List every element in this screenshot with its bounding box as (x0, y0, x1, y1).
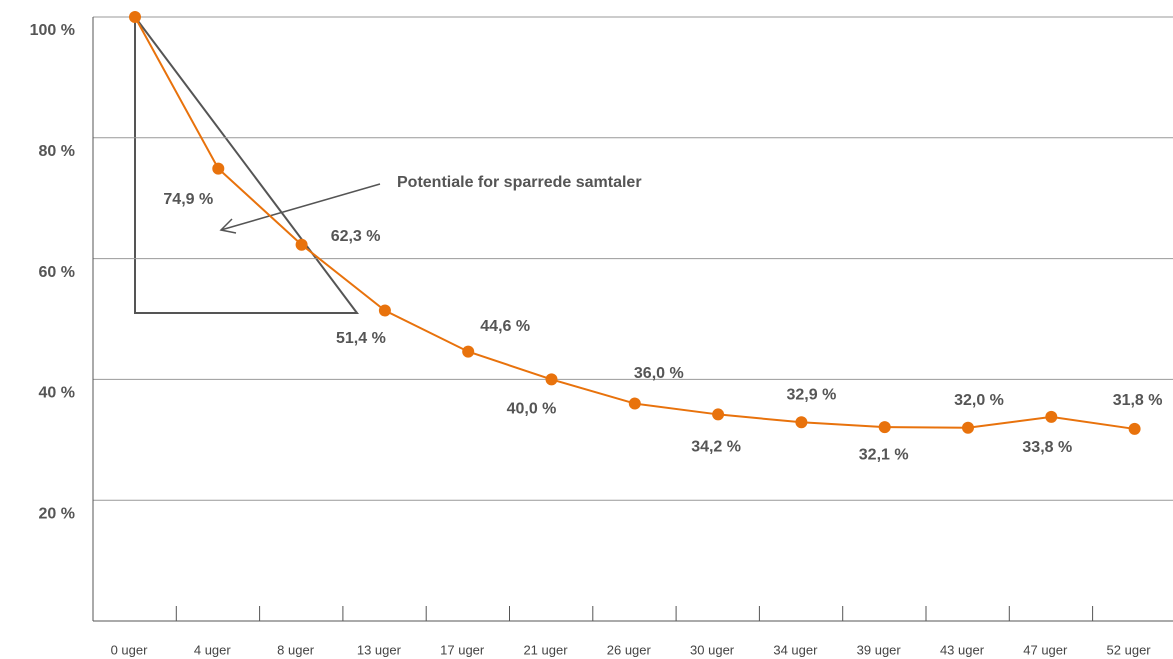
x-tick-label: 0 uger (111, 642, 149, 657)
data-label: 32,0 % (954, 392, 1004, 409)
data-label: 34,2 % (691, 439, 741, 456)
data-point (129, 11, 141, 23)
data-point (1128, 422, 1141, 435)
arrow-head (219, 218, 237, 234)
x-tick-label: 8 uger (277, 642, 315, 657)
data-label: 51,4 % (336, 330, 386, 347)
y-tick-label: 20 % (39, 505, 75, 522)
data-label: 33,8 % (1022, 439, 1072, 456)
data-label: 36,0 % (634, 365, 684, 382)
annotation-arrow (220, 183, 381, 231)
y-tick-label: 80 % (39, 143, 75, 160)
x-tick-label: 30 uger (690, 642, 735, 657)
y-tick-label: 40 % (39, 385, 75, 402)
data-label: 32,9 % (786, 387, 836, 404)
data-point (795, 416, 808, 429)
y-tick-label: 60 % (39, 264, 75, 281)
x-tick-label: 4 uger (194, 642, 232, 657)
data-label: 44,6 % (480, 318, 530, 335)
data-point (712, 408, 725, 421)
data-label: 62,3 % (331, 228, 381, 245)
data-point (212, 162, 225, 175)
x-tick-label: 34 uger (773, 642, 818, 657)
potential-triangle (134, 16, 359, 314)
data-point (628, 397, 641, 410)
x-tick-label: 43 uger (940, 642, 985, 657)
x-tick-label: 39 uger (857, 642, 902, 657)
data-label: 32,1 % (859, 446, 909, 463)
data-label: 31,8 % (1113, 392, 1163, 409)
data-point (295, 238, 308, 251)
data-point (878, 421, 891, 434)
x-tick-label: 52 uger (1107, 642, 1152, 657)
data-point (1045, 410, 1058, 423)
data-label: 40,0 % (507, 401, 557, 418)
x-tick-label: 47 uger (1023, 642, 1068, 657)
x-tick-label: 17 uger (440, 642, 485, 657)
data-point (462, 345, 475, 358)
data-point (962, 421, 974, 434)
x-tick-label: 21 uger (523, 642, 568, 657)
x-tick-label: 26 uger (607, 642, 652, 657)
data-label: 74,9 % (163, 191, 213, 208)
y-tick-label: 100 % (30, 22, 75, 39)
x-tick-label: 13 uger (357, 642, 402, 657)
annotation: Potentiale for sparrede samtaler (397, 174, 642, 191)
data-point (545, 373, 558, 386)
data-point (378, 304, 391, 317)
